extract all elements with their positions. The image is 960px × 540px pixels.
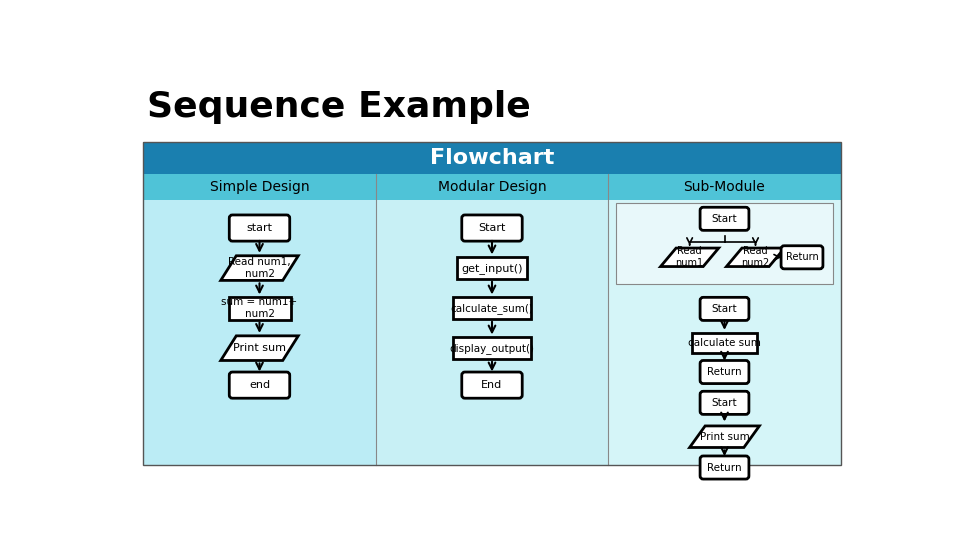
Text: Flowchart: Flowchart — [430, 148, 554, 168]
FancyBboxPatch shape — [700, 392, 749, 414]
FancyBboxPatch shape — [453, 298, 531, 319]
Polygon shape — [375, 200, 609, 465]
Text: display_output(): display_output() — [449, 343, 535, 354]
Text: start: start — [247, 223, 273, 233]
Polygon shape — [143, 200, 375, 465]
FancyBboxPatch shape — [700, 361, 749, 383]
FancyBboxPatch shape — [462, 215, 522, 241]
FancyBboxPatch shape — [453, 338, 531, 359]
Polygon shape — [609, 200, 841, 465]
Text: Start: Start — [478, 223, 506, 233]
FancyBboxPatch shape — [691, 333, 757, 353]
Text: Simple Design: Simple Design — [209, 180, 309, 194]
FancyBboxPatch shape — [781, 246, 823, 269]
Text: calculate_sum(): calculate_sum() — [450, 302, 534, 314]
Text: Read num1,
num2: Read num1, num2 — [228, 257, 291, 279]
FancyBboxPatch shape — [616, 204, 833, 284]
Text: Print sum: Print sum — [233, 343, 286, 353]
Polygon shape — [660, 248, 719, 267]
FancyBboxPatch shape — [229, 215, 290, 241]
Text: calculate sum: calculate sum — [688, 338, 761, 348]
Text: Return: Return — [708, 367, 742, 377]
Polygon shape — [143, 142, 841, 174]
FancyBboxPatch shape — [462, 372, 522, 398]
Text: Modular Design: Modular Design — [438, 180, 546, 194]
Text: end: end — [249, 380, 270, 390]
Text: Sequence Example: Sequence Example — [147, 90, 531, 124]
Text: Sub-Module: Sub-Module — [684, 180, 765, 194]
Text: Start: Start — [711, 304, 737, 314]
FancyBboxPatch shape — [228, 296, 291, 320]
Text: get_input(): get_input() — [461, 262, 523, 274]
Text: Print sum: Print sum — [700, 431, 750, 442]
FancyBboxPatch shape — [700, 298, 749, 320]
Text: Start: Start — [711, 214, 737, 224]
Polygon shape — [727, 248, 784, 267]
FancyBboxPatch shape — [700, 207, 749, 231]
Polygon shape — [221, 256, 299, 280]
Text: Read
num2: Read num2 — [741, 246, 770, 268]
Text: Return: Return — [708, 462, 742, 472]
Text: sum = num1+
num2: sum = num1+ num2 — [222, 298, 298, 319]
FancyBboxPatch shape — [700, 456, 749, 479]
Polygon shape — [143, 174, 841, 200]
Text: Start: Start — [711, 398, 737, 408]
Polygon shape — [689, 426, 759, 448]
Text: Return: Return — [785, 252, 818, 262]
Text: Read
num1: Read num1 — [676, 246, 704, 268]
FancyBboxPatch shape — [457, 257, 527, 279]
Polygon shape — [221, 336, 299, 361]
Text: End: End — [481, 380, 503, 390]
FancyBboxPatch shape — [229, 372, 290, 398]
